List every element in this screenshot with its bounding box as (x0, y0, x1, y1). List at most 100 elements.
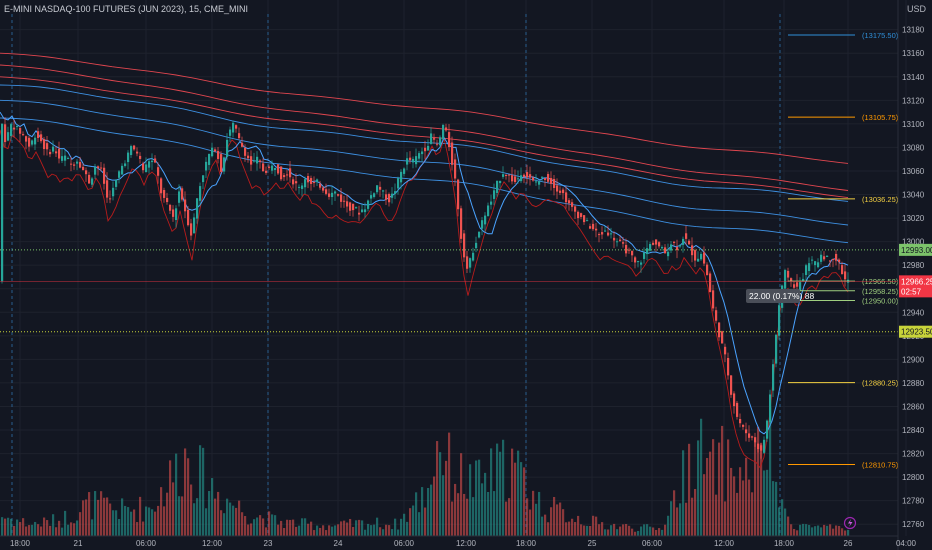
candle-body (457, 179, 460, 210)
volume-bar (760, 442, 763, 536)
candle-body (112, 187, 115, 197)
volume-bar (646, 524, 649, 536)
volume-bar (145, 506, 148, 536)
volume-bar (772, 481, 775, 536)
candle-body (319, 183, 322, 188)
x-tick-label: 24 (334, 539, 343, 548)
candle-body (346, 201, 349, 207)
x-tick-label: 12:00 (202, 539, 223, 548)
volume-bar (616, 529, 619, 536)
level-label: (13036.25) (862, 195, 899, 204)
candle-body (427, 145, 430, 151)
volume-bar (457, 493, 460, 536)
price-axis[interactable]: 13180 13160 13140 13120 13100 13080 13060 13040… (897, 0, 925, 550)
candle-body (184, 199, 187, 212)
candle-body (799, 282, 802, 291)
candle-body (361, 209, 364, 213)
volume-bar (265, 527, 268, 536)
candle-body (235, 125, 238, 129)
volume-bar (67, 524, 70, 536)
volume-bar (220, 510, 223, 536)
candle-body (625, 244, 628, 254)
candle-body (505, 174, 508, 176)
candle-body (808, 263, 811, 271)
candle-body (178, 191, 181, 203)
volume-bar (160, 487, 163, 536)
candle-body (820, 254, 823, 262)
level-lines: (13175.50)(13105.75)(13036.25)(12966.50)… (0, 31, 899, 469)
candle-body (61, 156, 64, 161)
volume-bar (181, 496, 184, 536)
volume-bar (673, 490, 676, 536)
volume-bar (526, 498, 529, 536)
candle-body (25, 136, 28, 142)
candle-body (757, 443, 760, 450)
volume-bar (436, 441, 439, 536)
candle-body (151, 160, 154, 163)
candle-body (388, 193, 391, 203)
volume-bar (685, 502, 688, 536)
time-axis[interactable]: 18:00 21 06:00 12:00 23 24 06:00 12:00 18:00 25 06… (0, 535, 917, 548)
candle-body (298, 186, 301, 188)
candle-body (142, 163, 145, 171)
candle-body (664, 247, 667, 254)
candle-body (247, 155, 250, 159)
candle-body (607, 232, 610, 236)
candle-body (661, 247, 664, 249)
candle-body (124, 163, 127, 166)
volume-bar (286, 519, 289, 536)
volume-bar (193, 503, 196, 536)
measure-tool[interactable]: 22.00 (0.17%) 88 (746, 289, 814, 303)
alert-icon[interactable] (843, 516, 857, 530)
y-tick-label: 13120 (902, 96, 925, 105)
volume-bar (655, 529, 658, 536)
volume-bar (151, 509, 154, 536)
volume-bar (763, 470, 766, 536)
candle-body (739, 419, 742, 424)
volume-bar (205, 508, 208, 536)
candle-body (106, 180, 109, 198)
volume-bar (178, 496, 181, 536)
volume-bar (373, 524, 376, 536)
volume-bar (163, 506, 166, 536)
volume-bar (448, 432, 451, 536)
last-price-tag (899, 275, 932, 298)
volume-bar (13, 525, 16, 536)
volume-bar (127, 507, 130, 536)
volume-bar (793, 528, 796, 536)
volume-bar (91, 519, 94, 536)
countdown-label: 02:57 (901, 287, 922, 296)
candle-body (727, 357, 730, 376)
volume-bar (481, 483, 484, 536)
candle-body (559, 190, 562, 193)
volume-bar (535, 503, 538, 536)
volume-bar (814, 526, 817, 536)
volume-bar (841, 528, 844, 536)
candle-body (88, 174, 91, 184)
volume-bar (361, 520, 364, 536)
volume-bar (121, 498, 124, 536)
candle-body (715, 310, 718, 321)
volume-bar (508, 498, 511, 536)
volume-bar (604, 529, 607, 536)
candle-body (802, 278, 805, 281)
volume-bar (475, 460, 478, 536)
volume-bar (40, 526, 43, 536)
volume-bar (544, 514, 547, 536)
volume-bar (46, 520, 49, 536)
candle-body (703, 252, 706, 264)
candle-body (76, 161, 79, 164)
candle-body (526, 172, 529, 178)
x-tick-label: 04:00 (896, 539, 917, 548)
volume-bar (130, 511, 133, 536)
volume-bar (496, 443, 499, 536)
candle-body (352, 203, 355, 211)
volume-bar (187, 458, 190, 536)
volume-bar (211, 478, 214, 536)
candle-body (73, 164, 76, 166)
volume-bar (838, 525, 841, 536)
volume-bar (532, 490, 535, 536)
x-tick-label: 06:00 (642, 539, 663, 548)
volume-bar (295, 526, 298, 536)
